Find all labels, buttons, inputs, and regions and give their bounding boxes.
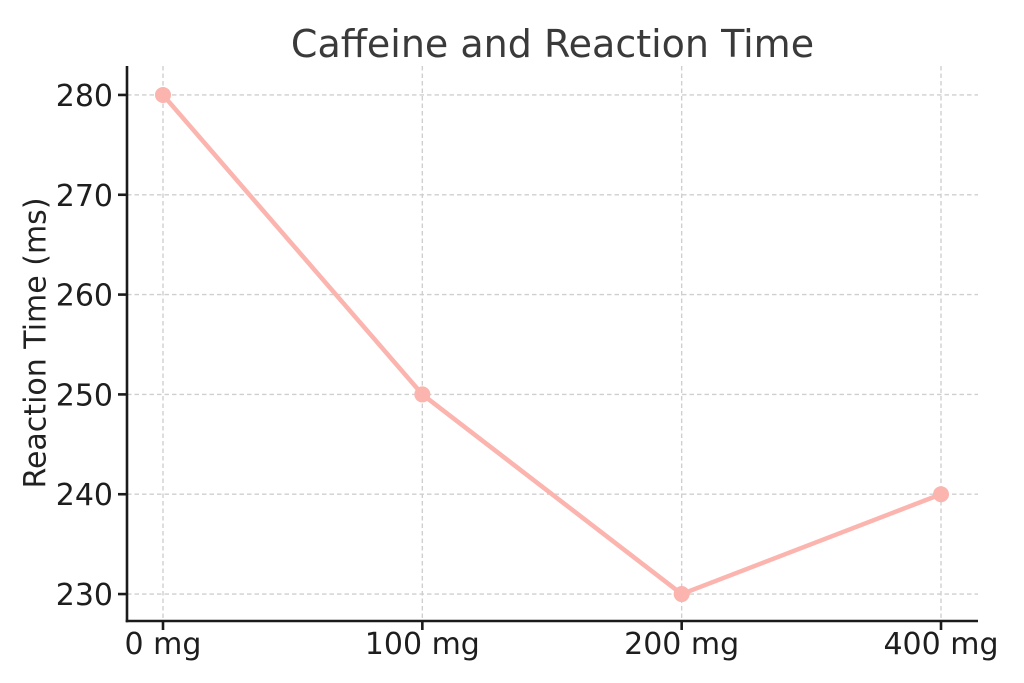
data-point-marker	[414, 386, 431, 403]
y-tick-label: 260	[56, 279, 113, 314]
y-axis-label: Reaction Time (ms)	[18, 197, 54, 489]
data-point-marker	[673, 586, 690, 603]
y-tick-label: 230	[56, 578, 113, 613]
x-tick-label: 200 mg	[624, 627, 739, 662]
data-line	[160, 92, 944, 597]
x-tick-label: 0 mg	[125, 627, 202, 662]
y-tick-label: 240	[56, 478, 113, 513]
data-point-marker	[155, 86, 171, 103]
y-tick-label: 270	[56, 179, 113, 214]
y-tick-label: 280	[56, 79, 113, 114]
y-tick-label: 250	[56, 378, 113, 413]
data-point-marker	[933, 486, 949, 503]
x-tick-label: 400 mg	[883, 627, 998, 662]
x-tick-label: 100 mg	[365, 627, 480, 662]
chart-title: Caffeine and Reaction Time	[290, 22, 815, 66]
